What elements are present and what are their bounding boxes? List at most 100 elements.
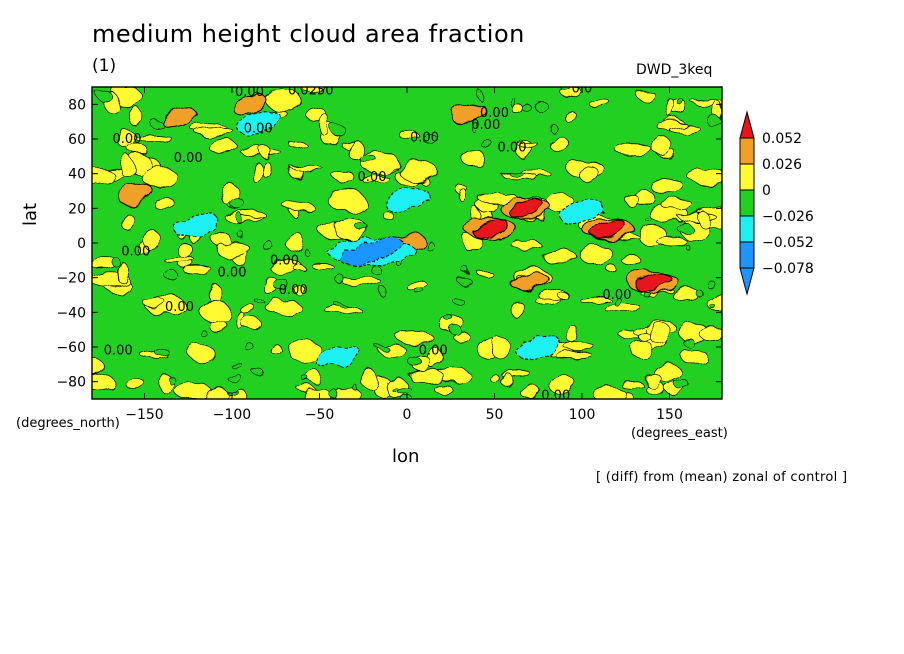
- colorbar-bottom-arrow: [739, 267, 755, 296]
- negative-patch: [707, 282, 718, 291]
- positive-patch: [671, 287, 701, 302]
- y-tick-label: 0: [77, 236, 86, 252]
- negative-patch: [97, 91, 114, 103]
- negative-patch: [413, 287, 424, 294]
- colorbar-top-arrow: [739, 110, 755, 139]
- local-minimum: [385, 187, 429, 212]
- x-tick-label: −150: [125, 407, 163, 423]
- positive-patch: [382, 210, 393, 221]
- negative-patch: [390, 386, 398, 391]
- positive-patch: [548, 374, 576, 395]
- y-tick-label: 40: [68, 167, 86, 183]
- negative-patch: [379, 286, 387, 298]
- colorbar-label: −0.026: [762, 209, 814, 225]
- local-maximum: [162, 108, 197, 129]
- positive-patch: [153, 199, 177, 211]
- negative-patch: [334, 303, 347, 308]
- positive-patch: [208, 139, 238, 155]
- negative-patch: [684, 243, 690, 249]
- positive-patch: [478, 270, 494, 278]
- positive-patch: [564, 323, 578, 343]
- positive-patch: [680, 348, 708, 365]
- x-tick-label: 0: [403, 407, 412, 423]
- positive-patch: [92, 374, 116, 392]
- local-minimum: [560, 199, 604, 224]
- negative-patch: [302, 377, 311, 382]
- negative-patch: [696, 289, 704, 298]
- y-tick-label: −20: [56, 271, 86, 287]
- positive-patch: [215, 240, 250, 259]
- contour-label: 0.00: [174, 151, 203, 166]
- positive-patch: [652, 135, 672, 157]
- negative-patch: [407, 356, 422, 366]
- positive-patch: [562, 108, 575, 122]
- colorbar-label: 0.052: [762, 131, 802, 147]
- positive-patch: [341, 277, 382, 287]
- negative-patch: [255, 299, 265, 305]
- positive-patch: [620, 380, 643, 389]
- local-minimum: [175, 213, 219, 238]
- contour-label: 0.0250: [288, 83, 334, 98]
- positive-patch: [141, 165, 177, 188]
- positive-patch: [182, 266, 214, 275]
- contour-label: 0.00: [113, 132, 142, 147]
- negative-patch: [509, 96, 515, 107]
- positive-patch: [360, 369, 379, 389]
- positive-patch: [655, 236, 687, 246]
- positive-patch: [240, 210, 266, 219]
- colorbar-swatch: [739, 215, 755, 243]
- positive-patch: [578, 164, 599, 183]
- colorbar-swatch: [739, 241, 755, 269]
- positive-patch: [650, 178, 685, 195]
- positive-patch: [459, 189, 468, 203]
- local-maximum: [118, 184, 154, 205]
- positive-patch: [128, 144, 149, 156]
- positive-patch: [511, 239, 542, 250]
- positive-patch: [333, 218, 368, 241]
- positive-patch: [579, 243, 613, 266]
- colorbar-label: −0.052: [762, 235, 814, 251]
- x-tick-label: 50: [486, 407, 504, 423]
- local-minimum: [516, 334, 560, 360]
- chart-title: medium height cloud area fraction: [92, 20, 525, 48]
- positive-patch: [638, 331, 650, 342]
- local-maximum: [590, 219, 626, 239]
- colorbar-label: 0: [762, 183, 771, 199]
- positive-patch: [593, 387, 628, 399]
- y-tick-label: −40: [56, 305, 86, 321]
- negative-patch: [677, 222, 693, 234]
- negative-patch: [396, 387, 413, 395]
- negative-patch: [264, 241, 275, 253]
- negative-patch: [478, 91, 484, 101]
- positive-patch: [265, 298, 301, 316]
- negative-patch: [422, 133, 438, 145]
- chart-subtitle: (1): [92, 56, 117, 76]
- local-maximum: [473, 219, 509, 239]
- local-minimum: [340, 238, 404, 266]
- positive-patch: [361, 174, 390, 184]
- positive-patch: [294, 264, 306, 273]
- y-tick-label: 80: [68, 97, 86, 113]
- positive-patch: [310, 262, 333, 269]
- local-maximum: [512, 271, 547, 291]
- contour-label: 0.00: [603, 288, 632, 303]
- positive-patch: [290, 142, 309, 151]
- negative-patch: [253, 369, 265, 377]
- positive-patch: [460, 148, 485, 167]
- x-tick-label: −50: [305, 407, 335, 423]
- negative-patch: [163, 269, 178, 280]
- positive-patch: [691, 99, 722, 107]
- contour-label: 0.00: [235, 85, 264, 100]
- negative-patch: [424, 240, 434, 250]
- negative-patch: [329, 388, 338, 399]
- colorbar-swatch: [739, 137, 755, 165]
- x-tick-label: 100: [569, 407, 596, 423]
- positive-patch: [519, 385, 542, 399]
- negative-patch: [449, 325, 463, 336]
- positive-patch: [490, 373, 500, 384]
- contour-label: 0.00: [419, 343, 448, 358]
- negative-patch: [199, 329, 207, 336]
- colorbar-label: −0.078: [762, 261, 814, 277]
- positive-patch: [189, 344, 216, 363]
- positive-patch: [127, 106, 143, 126]
